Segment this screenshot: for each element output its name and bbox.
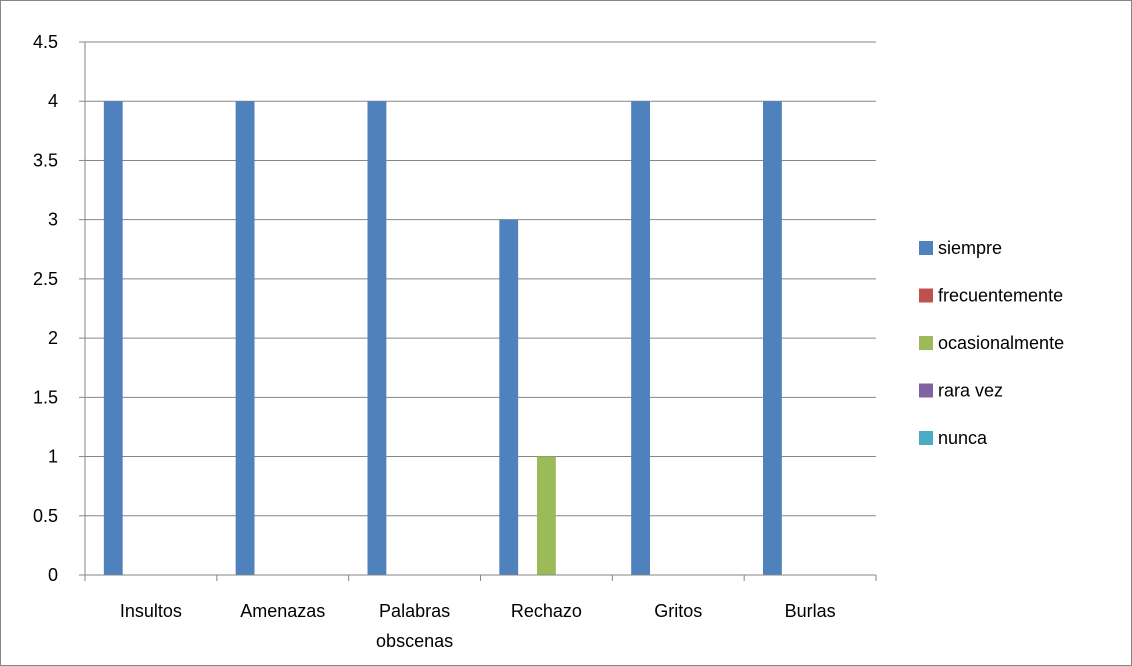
- legend-swatch: [919, 288, 933, 303]
- x-tick-label: Amenazas: [240, 601, 325, 621]
- y-tick-label: 0.5: [33, 506, 58, 526]
- legend-label: frecuentemente: [938, 286, 1063, 306]
- legend-label: nunca: [938, 428, 988, 448]
- x-tick-label: Palabras: [379, 601, 450, 621]
- y-tick-label: 1.5: [33, 387, 58, 407]
- legend-label: rara vez: [938, 381, 1003, 401]
- legend-swatch: [919, 431, 933, 445]
- legend-label: ocasionalmente: [938, 333, 1064, 353]
- y-tick-label: 3.5: [33, 150, 58, 170]
- legend-swatch: [919, 241, 933, 255]
- x-tick-label: Insultos: [120, 601, 182, 621]
- bar: [537, 456, 556, 575]
- x-tick-label: obscenas: [376, 631, 453, 651]
- bar: [367, 101, 387, 575]
- y-tick-label: 2: [48, 328, 58, 348]
- legend-swatch: [919, 336, 933, 350]
- legend: siempre frecuentemente ocasionalmente rara …: [919, 238, 1064, 448]
- y-tick-label: 4.5: [33, 32, 58, 52]
- y-tick-label: 3: [48, 210, 58, 230]
- axes: [84, 42, 877, 581]
- x-tick-labels: Insultos Amenazas Palabras obscenas Rechazo G…: [120, 601, 836, 651]
- bar: [763, 101, 782, 575]
- legend-swatch: [919, 383, 933, 398]
- bars: [103, 101, 782, 575]
- x-tick-label: Burlas: [785, 601, 836, 621]
- x-tick-label: Rechazo: [511, 601, 582, 621]
- legend-label: siempre: [938, 238, 1002, 258]
- x-tick-label: Gritos: [654, 601, 702, 621]
- y-tick-label: 4: [48, 91, 58, 111]
- gridlines: [79, 41, 876, 576]
- y-tick-label: 2.5: [33, 269, 58, 289]
- y-tick-label: 1: [48, 447, 58, 467]
- y-tick-labels: 0 0.5 1 1.5 2 2.5 3 3.5 4 4.5: [33, 32, 58, 585]
- bar: [499, 219, 519, 575]
- bar: [631, 101, 650, 575]
- bar: [235, 101, 255, 575]
- bar: [103, 101, 123, 575]
- y-tick-label: 0: [48, 565, 58, 585]
